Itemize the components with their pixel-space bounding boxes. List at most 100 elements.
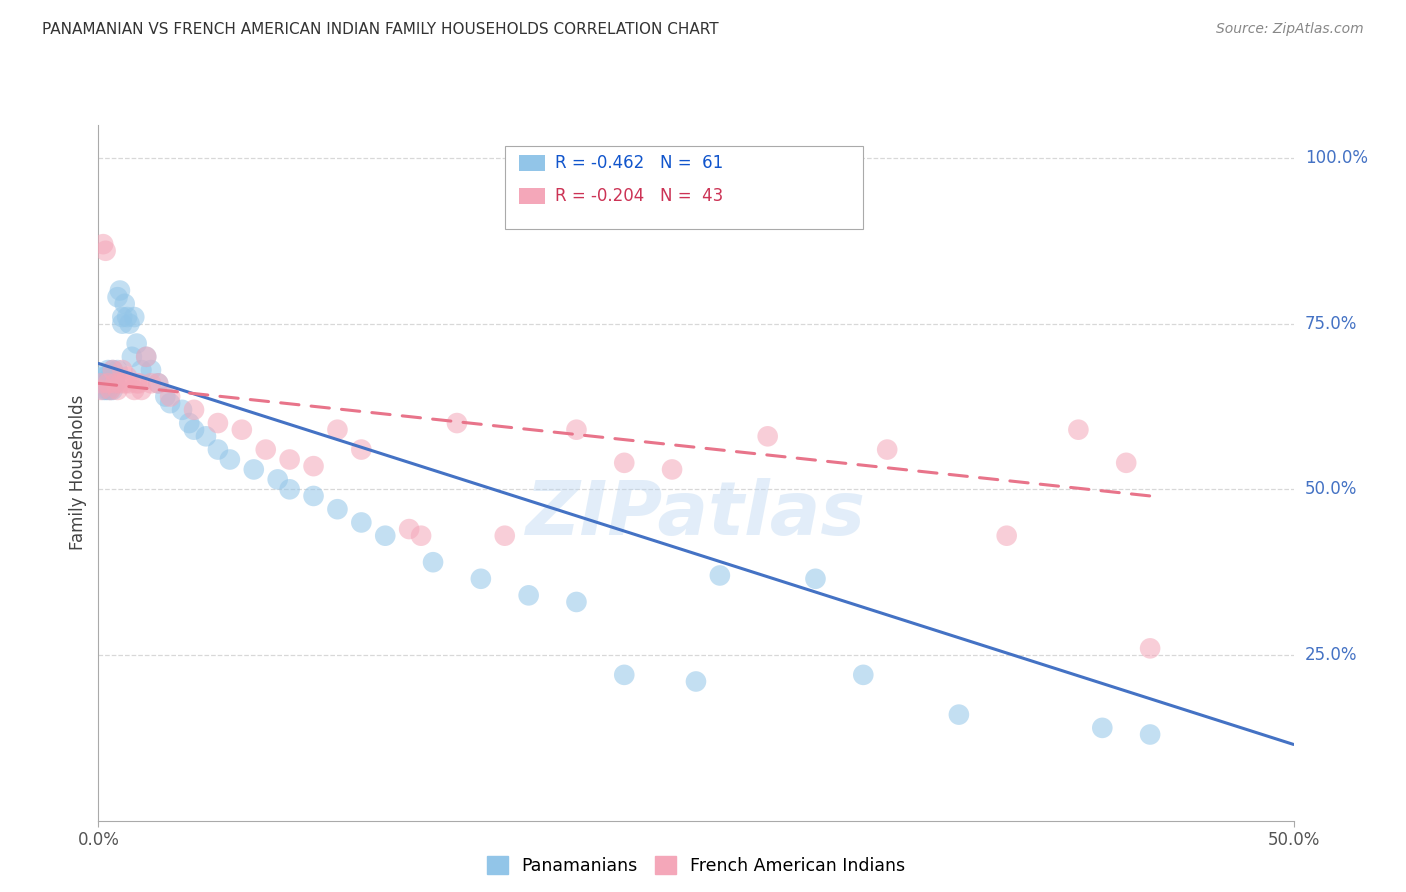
Text: 100.0%: 100.0% — [1305, 149, 1368, 167]
Point — [243, 462, 266, 476]
Point — [111, 310, 134, 324]
Point — [94, 376, 117, 391]
Point — [422, 555, 444, 569]
Point — [101, 383, 124, 397]
Point — [124, 310, 146, 324]
FancyBboxPatch shape — [505, 145, 863, 229]
Point — [97, 376, 120, 391]
Point — [155, 390, 177, 404]
Point — [121, 350, 143, 364]
Point — [128, 376, 150, 391]
Point — [111, 317, 134, 331]
Point — [172, 402, 194, 417]
Point — [111, 363, 134, 377]
Point — [398, 522, 420, 536]
Point — [97, 383, 120, 397]
Point — [159, 396, 181, 410]
Point — [565, 423, 588, 437]
Point — [90, 376, 112, 391]
Point — [278, 483, 301, 497]
Point — [107, 363, 129, 377]
Point — [94, 383, 117, 397]
Point — [709, 568, 731, 582]
Point — [125, 376, 148, 391]
Point — [135, 350, 157, 364]
Point — [374, 529, 396, 543]
Point — [326, 502, 349, 516]
Point — [876, 442, 898, 457]
Point — [159, 390, 181, 404]
Point — [114, 297, 136, 311]
Point — [1139, 727, 1161, 741]
Point — [350, 516, 373, 530]
Point — [852, 668, 875, 682]
Text: 50.0%: 50.0% — [1305, 480, 1357, 499]
Point — [124, 383, 146, 397]
Point — [101, 363, 124, 377]
Point — [90, 383, 112, 397]
Point — [1091, 721, 1114, 735]
Text: PANAMANIAN VS FRENCH AMERICAN INDIAN FAMILY HOUSEHOLDS CORRELATION CHART: PANAMANIAN VS FRENCH AMERICAN INDIAN FAM… — [42, 22, 718, 37]
Point — [107, 290, 129, 304]
Point — [98, 376, 122, 391]
Legend: Panamanians, French American Indians: Panamanians, French American Indians — [479, 849, 912, 881]
Point — [91, 369, 114, 384]
Point — [131, 383, 153, 397]
Point — [139, 376, 162, 391]
Text: 25.0%: 25.0% — [1305, 646, 1357, 664]
Point — [1115, 456, 1137, 470]
Point — [685, 674, 707, 689]
Point — [94, 369, 117, 384]
Point — [97, 363, 120, 377]
Point — [91, 376, 114, 391]
Point — [517, 588, 540, 602]
Point — [125, 336, 148, 351]
Text: ZIPatlas: ZIPatlas — [526, 478, 866, 551]
Point — [231, 423, 253, 437]
Point — [326, 423, 349, 437]
Point — [91, 383, 114, 397]
Point — [104, 376, 127, 391]
Point — [90, 376, 112, 391]
Point — [565, 595, 588, 609]
Point — [114, 376, 136, 391]
Text: R = -0.204   N =  43: R = -0.204 N = 43 — [555, 186, 723, 205]
Point — [948, 707, 970, 722]
Point — [411, 529, 433, 543]
Point — [183, 423, 205, 437]
Point — [101, 376, 124, 391]
Point — [98, 383, 122, 397]
Point — [278, 452, 301, 467]
Point — [104, 376, 127, 391]
Point — [148, 376, 170, 391]
Text: R = -0.462   N =  61: R = -0.462 N = 61 — [555, 154, 723, 172]
Point — [98, 369, 122, 384]
Point — [148, 376, 170, 391]
Point — [1067, 423, 1090, 437]
Point — [302, 489, 325, 503]
Point — [207, 416, 229, 430]
Point — [104, 369, 127, 384]
Text: Source: ZipAtlas.com: Source: ZipAtlas.com — [1216, 22, 1364, 37]
FancyBboxPatch shape — [519, 188, 546, 203]
Point — [446, 416, 468, 430]
Point — [613, 456, 636, 470]
Point — [267, 472, 290, 486]
Point — [661, 462, 683, 476]
Point — [94, 244, 117, 258]
Point — [115, 310, 138, 324]
Point — [135, 350, 157, 364]
Y-axis label: Family Households: Family Households — [69, 395, 87, 550]
Point — [494, 529, 516, 543]
Point — [995, 529, 1018, 543]
Text: 75.0%: 75.0% — [1305, 315, 1357, 333]
Point — [1139, 641, 1161, 656]
Point — [756, 429, 779, 443]
Point — [91, 237, 114, 252]
Point — [183, 402, 205, 417]
Point — [90, 376, 112, 391]
Point — [131, 363, 153, 377]
Point — [804, 572, 827, 586]
Point — [194, 429, 217, 443]
Point — [207, 442, 229, 457]
